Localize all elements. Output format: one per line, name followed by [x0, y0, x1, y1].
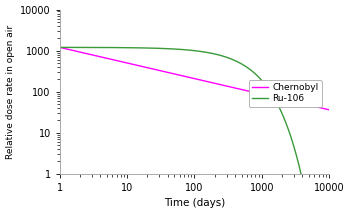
- Y-axis label: Relative dose rate in open air: Relative dose rate in open air: [6, 25, 15, 159]
- Ru-106: [161, 47, 165, 50]
- Ru-106: [58, 46, 62, 49]
- Chernobyl: [327, 108, 331, 111]
- Ru-106: [259, 78, 263, 81]
- Chernobyl: [259, 93, 263, 95]
- Ru-106: [279, 110, 284, 113]
- Ru-106: [233, 59, 237, 62]
- Ru-106: [327, 185, 331, 187]
- Chernobyl: [107, 57, 111, 60]
- X-axis label: Time (days): Time (days): [164, 198, 225, 208]
- Ru-106: [107, 46, 111, 49]
- Legend: Chernobyl, Ru-106: Chernobyl, Ru-106: [248, 80, 322, 107]
- Chernobyl: [58, 46, 62, 49]
- Chernobyl: [233, 87, 237, 89]
- Ru-106: [219, 54, 223, 57]
- Ru-106: [302, 185, 306, 187]
- Line: Ru-106: Ru-106: [60, 47, 329, 186]
- Chernobyl: [279, 97, 284, 100]
- Line: Chernobyl: Chernobyl: [60, 47, 329, 110]
- Chernobyl: [219, 83, 223, 86]
- Chernobyl: [161, 70, 165, 73]
